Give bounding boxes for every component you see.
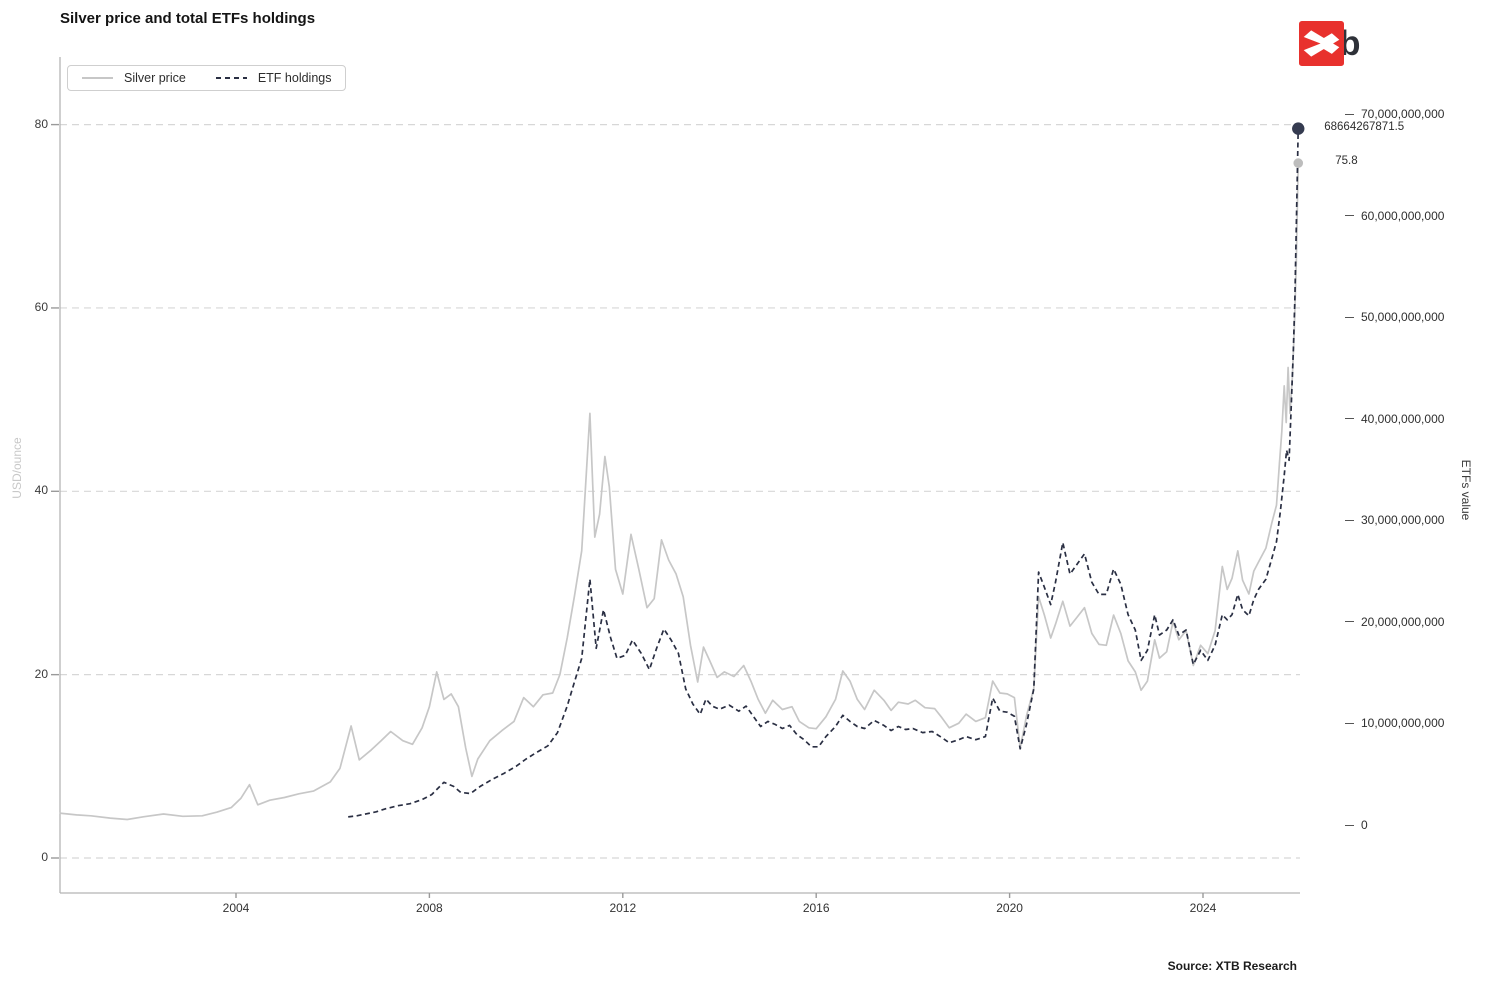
- legend-item: Silver price: [82, 71, 186, 85]
- page-title: Silver price and total ETFs holdings: [60, 10, 316, 27]
- left-axis-title: USD/ounce: [10, 437, 24, 499]
- left-axis-tick-label: 0: [41, 850, 48, 864]
- left-axis-tick-label: 20: [34, 666, 48, 681]
- right-axis-tick: 30,000,000,000: [1345, 513, 1444, 527]
- chart-legend: Silver price ETF holdings: [67, 65, 347, 91]
- right-axis-tick-label: 70,000,000,000: [1361, 107, 1445, 121]
- right-axis-tick: 10,000,000,000: [1345, 716, 1444, 730]
- right-axis-tick-label: 60,000,000,000: [1361, 208, 1445, 223]
- right-axis-tick-mark: [1345, 215, 1354, 217]
- right-axis-tick-label: 0: [1361, 818, 1368, 832]
- right-axis-tick: 20,000,000,000: [1345, 615, 1444, 629]
- right-axis-tick-mark: [1345, 621, 1354, 623]
- etf-end-dot: [1292, 122, 1305, 135]
- annotation-label: 75.8: [1335, 155, 1358, 168]
- xtb-logo: xtb: [1299, 21, 1361, 66]
- right-axis-tick: 40,000,000,000: [1345, 412, 1444, 426]
- source-note: Source: XTB Research: [1167, 959, 1297, 973]
- legend-item-label: ETF holdings: [257, 71, 332, 85]
- right-axis-tick-mark: [1345, 519, 1354, 521]
- legend-item-label: Silver price: [124, 71, 186, 85]
- right-axis-tick-label: 20,000,000,000: [1361, 614, 1445, 629]
- annotation-label: 68664267871.5: [1324, 120, 1405, 133]
- right-axis-tick-mark: [1345, 722, 1354, 724]
- right-axis-tick-label: 50,000,000,000: [1361, 310, 1445, 325]
- left-axis-tick-label: 60: [34, 299, 48, 314]
- right-axis-title: ETFs value: [1459, 459, 1473, 521]
- legend-item: ETF holdings: [215, 71, 332, 85]
- silver-price-line: [59, 163, 1300, 821]
- right-axis-tick: 70,000,000,000: [1345, 107, 1444, 121]
- right-axis-tick-label: 30,000,000,000: [1361, 513, 1445, 528]
- x-axis-tick-label: 2008: [416, 901, 443, 915]
- right-axis-tick: 0: [1345, 818, 1368, 832]
- right-axis-tick-mark: [1345, 113, 1354, 115]
- etf-holdings-legend-swatch: [215, 77, 247, 79]
- silver-end-dot: [1293, 158, 1304, 168]
- right-axis-tick-mark: [1345, 824, 1354, 826]
- x-axis-tick-label: 2016: [802, 901, 830, 915]
- x-axis-tick-label: 2024: [1189, 901, 1217, 915]
- x-axis-tick-label: 2012: [609, 901, 637, 915]
- etf-holdings-line: [348, 128, 1300, 818]
- right-axis-tick: 50,000,000,000: [1345, 310, 1444, 324]
- xtb-logo-mark-icon: [1299, 21, 1344, 66]
- right-axis-tick: 60,000,000,000: [1345, 209, 1444, 223]
- right-axis-tick-label: 10,000,000,000: [1361, 716, 1445, 731]
- right-axis-tick-label: 40,000,000,000: [1361, 411, 1445, 426]
- x-axis-tick-label: 2004: [222, 901, 250, 915]
- left-axis-tick-label: 80: [34, 116, 48, 131]
- chart-canvas: [51, 57, 1305, 898]
- silver-price-legend-swatch: [82, 77, 113, 79]
- right-axis-tick-mark: [1345, 316, 1354, 318]
- left-axis-tick-label: 40: [34, 483, 48, 498]
- x-axis-tick-label: 2020: [996, 901, 1023, 915]
- right-axis-tick-mark: [1345, 418, 1354, 420]
